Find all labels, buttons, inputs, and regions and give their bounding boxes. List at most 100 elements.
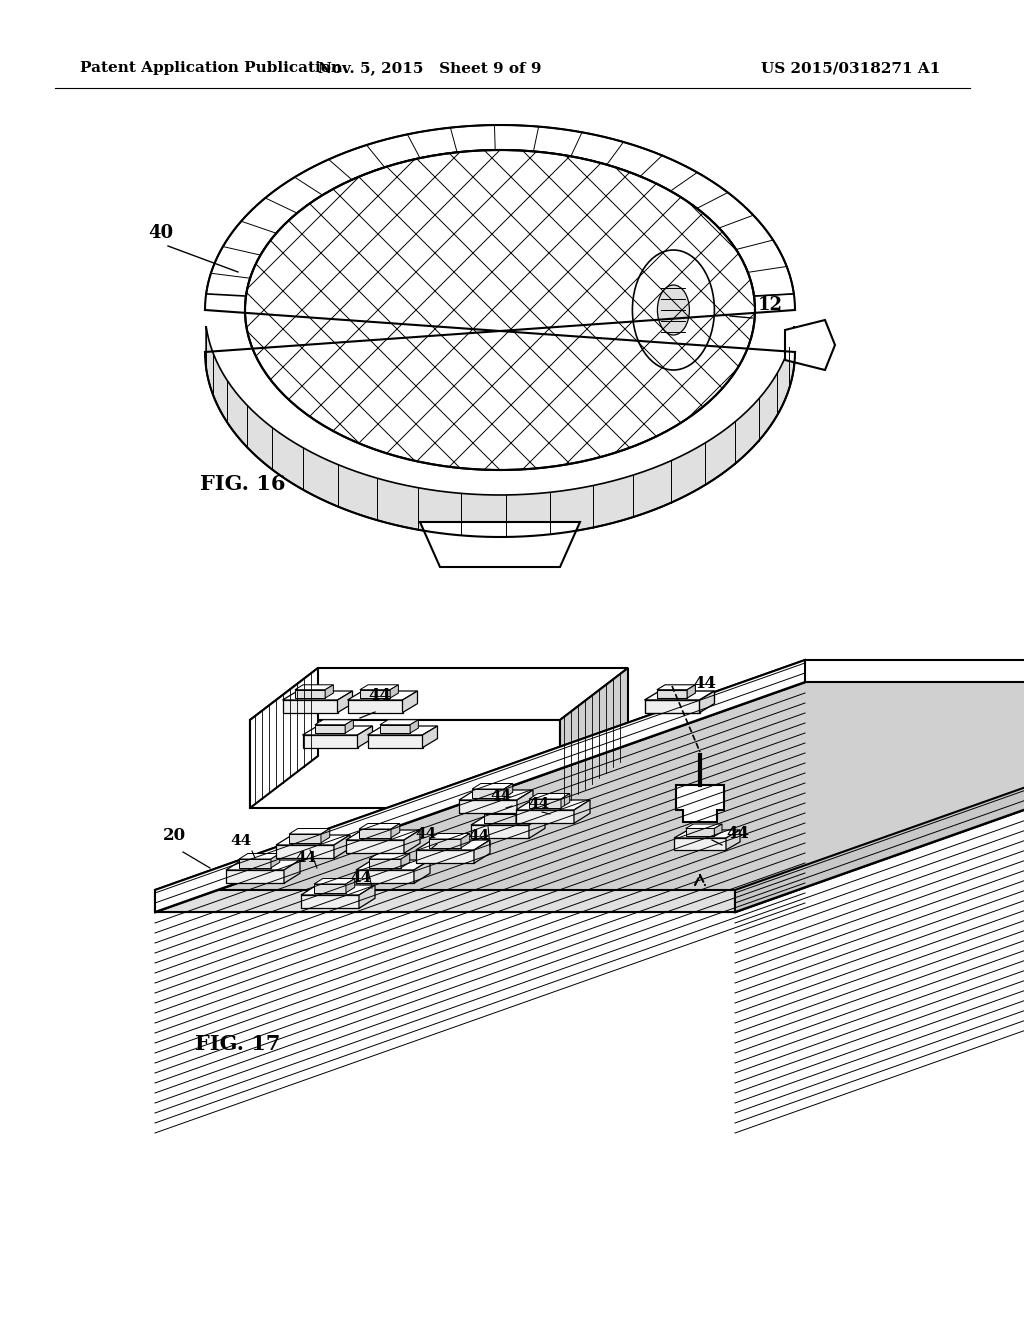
Polygon shape	[155, 890, 735, 912]
Polygon shape	[295, 685, 334, 690]
Polygon shape	[429, 833, 470, 840]
Polygon shape	[359, 690, 390, 698]
Polygon shape	[644, 700, 699, 713]
Text: FIG. 16: FIG. 16	[200, 474, 286, 494]
Polygon shape	[390, 685, 398, 698]
Polygon shape	[226, 861, 300, 870]
Polygon shape	[250, 668, 628, 719]
Ellipse shape	[657, 285, 689, 335]
Polygon shape	[314, 719, 353, 725]
Polygon shape	[420, 521, 580, 568]
Polygon shape	[416, 840, 490, 850]
Polygon shape	[380, 725, 411, 733]
Text: 44: 44	[726, 825, 749, 842]
Polygon shape	[785, 319, 835, 370]
Polygon shape	[239, 859, 271, 867]
Text: US 2015/0318271 A1: US 2015/0318271 A1	[761, 61, 940, 75]
Polygon shape	[314, 725, 345, 733]
Polygon shape	[735, 660, 1024, 912]
Polygon shape	[416, 850, 474, 863]
Text: 44: 44	[693, 675, 716, 692]
Ellipse shape	[245, 150, 755, 470]
Polygon shape	[359, 829, 391, 838]
Polygon shape	[404, 830, 420, 853]
Polygon shape	[289, 834, 321, 842]
Ellipse shape	[633, 249, 715, 370]
Text: Patent Application Publication: Patent Application Publication	[80, 61, 342, 75]
Polygon shape	[346, 830, 420, 840]
Polygon shape	[289, 829, 330, 834]
Polygon shape	[359, 685, 398, 690]
Polygon shape	[347, 700, 402, 713]
Polygon shape	[380, 719, 419, 725]
Polygon shape	[459, 789, 534, 800]
Polygon shape	[411, 719, 419, 733]
Polygon shape	[726, 830, 740, 850]
Polygon shape	[239, 854, 280, 859]
Polygon shape	[676, 785, 724, 822]
Polygon shape	[314, 884, 346, 892]
Polygon shape	[368, 726, 437, 735]
Polygon shape	[301, 895, 359, 908]
Polygon shape	[226, 870, 284, 883]
Polygon shape	[484, 814, 516, 822]
Text: 44: 44	[230, 834, 251, 847]
Polygon shape	[155, 660, 805, 912]
Polygon shape	[699, 690, 715, 713]
Text: 44: 44	[490, 789, 511, 803]
Polygon shape	[283, 700, 338, 713]
Polygon shape	[517, 789, 534, 813]
Polygon shape	[356, 861, 430, 870]
Polygon shape	[516, 810, 574, 824]
Polygon shape	[687, 685, 695, 698]
Polygon shape	[472, 784, 513, 789]
Polygon shape	[471, 825, 529, 838]
Polygon shape	[516, 809, 524, 822]
Polygon shape	[574, 800, 590, 824]
Text: 44: 44	[528, 797, 549, 810]
Polygon shape	[276, 836, 350, 845]
Text: 20: 20	[163, 828, 186, 843]
Polygon shape	[347, 690, 418, 700]
Text: 44: 44	[350, 871, 372, 884]
Polygon shape	[516, 800, 590, 810]
Polygon shape	[368, 735, 423, 747]
Polygon shape	[283, 690, 352, 700]
Polygon shape	[345, 719, 353, 733]
Polygon shape	[656, 690, 687, 698]
Polygon shape	[359, 824, 399, 829]
Polygon shape	[314, 879, 354, 884]
Polygon shape	[206, 125, 794, 296]
Polygon shape	[206, 326, 794, 537]
Polygon shape	[250, 668, 318, 808]
Polygon shape	[686, 824, 722, 829]
Polygon shape	[369, 859, 401, 867]
Polygon shape	[334, 836, 350, 858]
Polygon shape	[155, 682, 1024, 912]
Polygon shape	[391, 824, 399, 838]
Polygon shape	[644, 690, 715, 700]
Text: 44: 44	[368, 686, 391, 704]
Polygon shape	[674, 838, 726, 850]
Polygon shape	[284, 861, 300, 883]
Text: 44: 44	[468, 829, 489, 843]
Text: Nov. 5, 2015   Sheet 9 of 9: Nov. 5, 2015 Sheet 9 of 9	[318, 61, 542, 75]
Polygon shape	[474, 840, 490, 863]
Text: 40: 40	[148, 224, 173, 242]
Text: 44: 44	[415, 828, 436, 841]
Polygon shape	[414, 861, 430, 883]
Polygon shape	[369, 854, 410, 859]
Polygon shape	[504, 784, 513, 797]
Text: FIG. 17: FIG. 17	[195, 1034, 281, 1053]
Polygon shape	[356, 870, 414, 883]
Polygon shape	[401, 854, 410, 867]
Text: 44: 44	[295, 851, 316, 865]
Polygon shape	[686, 829, 715, 837]
Polygon shape	[560, 668, 628, 808]
Polygon shape	[155, 660, 1024, 890]
Polygon shape	[402, 690, 418, 713]
Polygon shape	[301, 884, 375, 895]
Polygon shape	[461, 833, 470, 847]
Polygon shape	[338, 690, 352, 713]
Polygon shape	[472, 789, 504, 797]
